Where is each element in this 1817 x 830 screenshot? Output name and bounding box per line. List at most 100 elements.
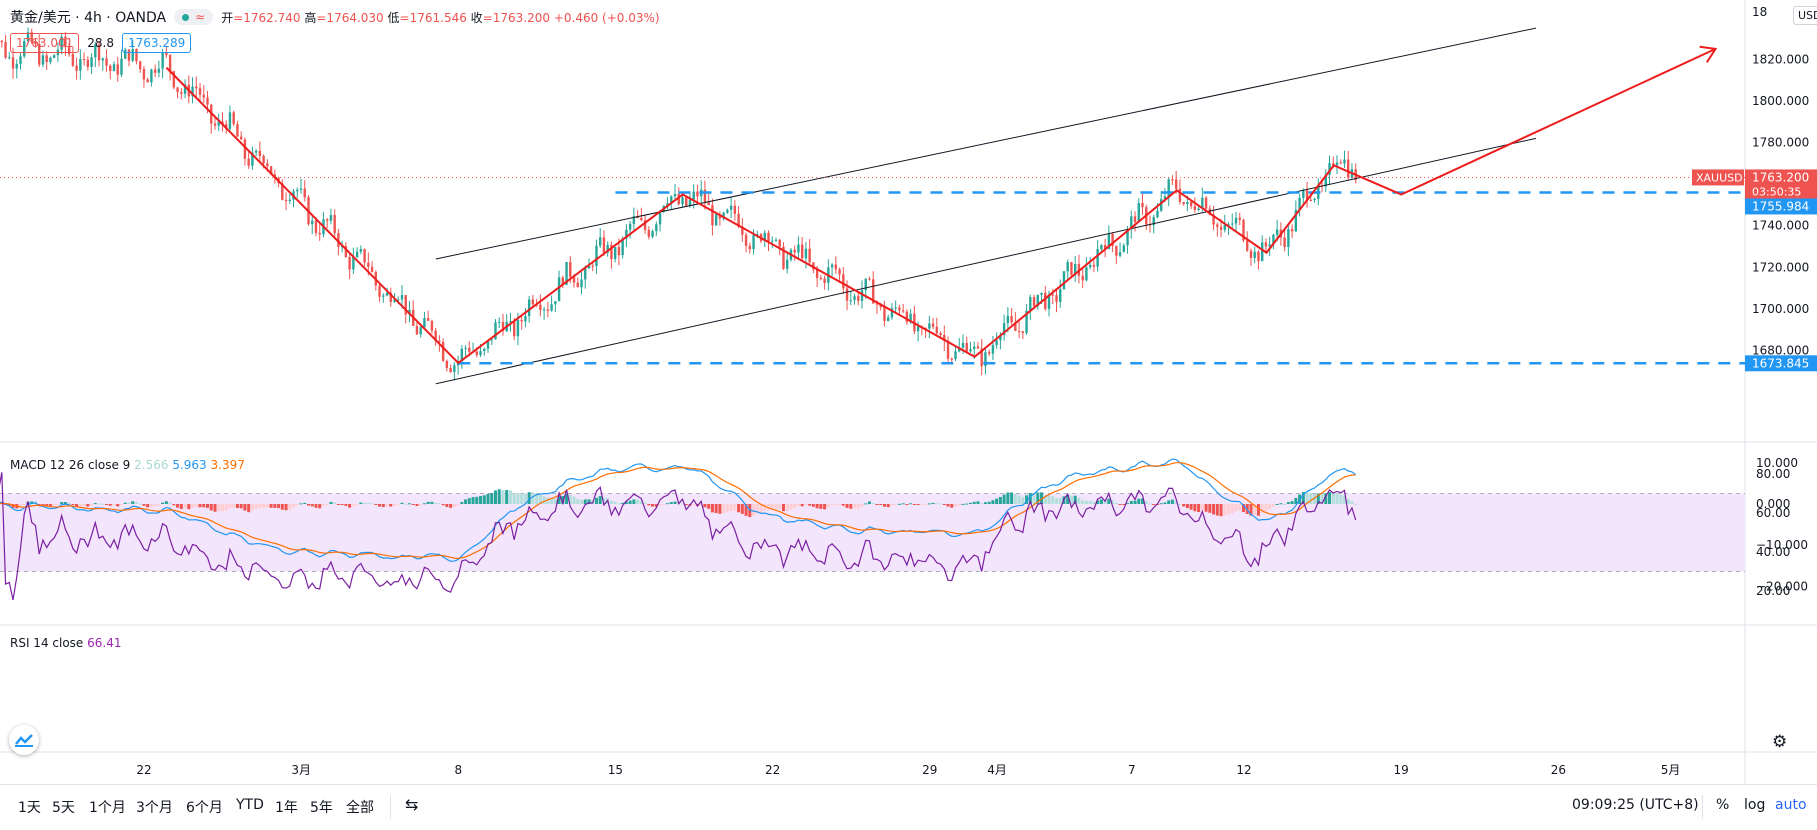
candle-body: [1014, 322, 1017, 331]
goto-date-icon[interactable]: ⇆: [405, 795, 419, 814]
candle-body: [1171, 179, 1174, 181]
macd-histogram-bar: [220, 504, 224, 512]
macd-histogram-bar: [1283, 503, 1287, 505]
macd-histogram-bar: [662, 504, 666, 505]
candle-body: [557, 277, 561, 302]
macd-histogram-bar: [1036, 492, 1040, 504]
macd-histogram-bar: [131, 501, 135, 504]
candle-body: [385, 292, 389, 296]
range-1m-button[interactable]: 1个月: [89, 800, 126, 816]
candle-body: [1044, 292, 1047, 309]
macd-histogram-bar: [224, 504, 228, 511]
symbol-title[interactable]: 黄金/美元 · 4h · OANDA: [10, 10, 167, 26]
candle-body: [984, 352, 987, 367]
macd-histogram-bar: [1316, 493, 1320, 504]
macd-histogram-bar: [153, 504, 157, 507]
candle-body: [640, 218, 643, 220]
candle-body: [1257, 251, 1260, 262]
macd-histogram-bar: [897, 503, 901, 505]
candle-body: [86, 59, 90, 67]
candle-body: [834, 264, 838, 270]
market-open-dot-icon: [182, 13, 190, 21]
candle-body: [1133, 216, 1137, 223]
macd-histogram-bar: [1006, 492, 1010, 504]
high-value: =1764.030: [316, 10, 384, 25]
macd-histogram-bar: [572, 496, 576, 504]
macd-histogram-bar: [329, 501, 333, 504]
candle-body: [1204, 197, 1208, 209]
macd-histogram-bar: [1152, 504, 1156, 505]
candle-body: [1242, 219, 1245, 241]
price-tick-label: 1720.000: [1752, 260, 1809, 274]
candle-body: [23, 41, 26, 57]
macd-histogram-bar: [265, 504, 269, 508]
macd-histogram-bar: [176, 504, 180, 508]
gear-icon[interactable]: ⚙: [1772, 732, 1788, 752]
macd-tick-label: 0.000: [1756, 497, 1790, 511]
candle-body: [1029, 297, 1032, 311]
macd-histogram-bar: [602, 497, 606, 504]
time-tick-label: 22: [136, 763, 151, 777]
macd-histogram-bar: [187, 504, 191, 510]
candle-body: [370, 266, 374, 272]
range-6m-button[interactable]: 6个月: [186, 800, 223, 816]
macd-histogram-bar: [134, 502, 138, 504]
candle-body: [733, 205, 737, 214]
macd-histogram-bar: [1129, 500, 1133, 504]
candle-body: [131, 48, 134, 61]
range-3m-button[interactable]: 3个月: [136, 800, 173, 816]
sell-price-button[interactable]: 1763.001: [10, 33, 80, 53]
tradingview-logo-button[interactable]: [9, 725, 39, 755]
range-1y-button[interactable]: 1年: [275, 800, 298, 816]
candle-body: [1137, 202, 1140, 223]
auto-scale-button[interactable]: auto: [1775, 797, 1807, 813]
candle-body: [958, 347, 961, 352]
macd-histogram-bar: [718, 504, 722, 514]
range-5y-button[interactable]: 5年: [310, 800, 333, 816]
range-all-button[interactable]: 全部: [346, 800, 374, 816]
rsi-legend[interactable]: RSI 14 close 66.41: [10, 636, 122, 650]
macd-histogram-bar: [909, 503, 913, 505]
candle-body: [475, 351, 478, 355]
candle-body: [539, 304, 542, 310]
macd-histogram-bar: [976, 501, 980, 504]
macd-histogram-bar: [737, 504, 741, 513]
candle-body: [800, 244, 804, 259]
range-1d-button[interactable]: 1天: [18, 800, 41, 816]
macd-histogram-bar: [146, 504, 150, 508]
macd-histogram-bar: [995, 498, 999, 504]
log-scale-button[interactable]: log: [1744, 797, 1766, 813]
macd-histogram-bar: [935, 503, 939, 505]
buy-price-button[interactable]: 1763.289: [121, 33, 192, 53]
macd-histogram-bar: [56, 504, 60, 505]
macd-histogram-bar: [587, 499, 591, 504]
currency-button[interactable]: USD: [1793, 6, 1817, 25]
price-tick-label: 1700.000: [1752, 302, 1809, 316]
candle-body: [498, 321, 501, 323]
range-5d-button[interactable]: 5天: [52, 800, 75, 816]
candle-body: [1223, 224, 1226, 230]
macd-histogram-bar: [11, 504, 15, 508]
range-ytd-button[interactable]: YTD: [236, 797, 264, 813]
macd-histogram-bar: [1230, 504, 1234, 514]
candle-body: [554, 301, 557, 305]
market-status-toggle[interactable]: ≈: [174, 9, 214, 25]
percent-scale-button[interactable]: %: [1716, 797, 1730, 813]
macd-histogram-bar: [673, 501, 677, 504]
macd-histogram-bar: [52, 504, 56, 506]
macd-histogram-bar: [864, 503, 868, 505]
macd-histogram-bar: [385, 504, 389, 507]
macd-histogram-bar: [1215, 504, 1219, 516]
candle-body: [1178, 188, 1182, 202]
candle-body: [707, 202, 710, 206]
macd-histogram-bar: [306, 504, 310, 506]
macd-histogram-bar: [452, 504, 456, 507]
candle-body: [348, 256, 351, 270]
macd-legend[interactable]: MACD 12 26 close 9 2.566 5.963 3.397: [10, 458, 245, 472]
clock-timezone[interactable]: 09:09:25 (UTC+8): [1572, 797, 1699, 813]
candle-body: [1335, 162, 1339, 166]
candle-body: [344, 246, 348, 257]
macd-histogram-bar: [912, 504, 916, 505]
macd-histogram-bar: [1043, 495, 1047, 504]
